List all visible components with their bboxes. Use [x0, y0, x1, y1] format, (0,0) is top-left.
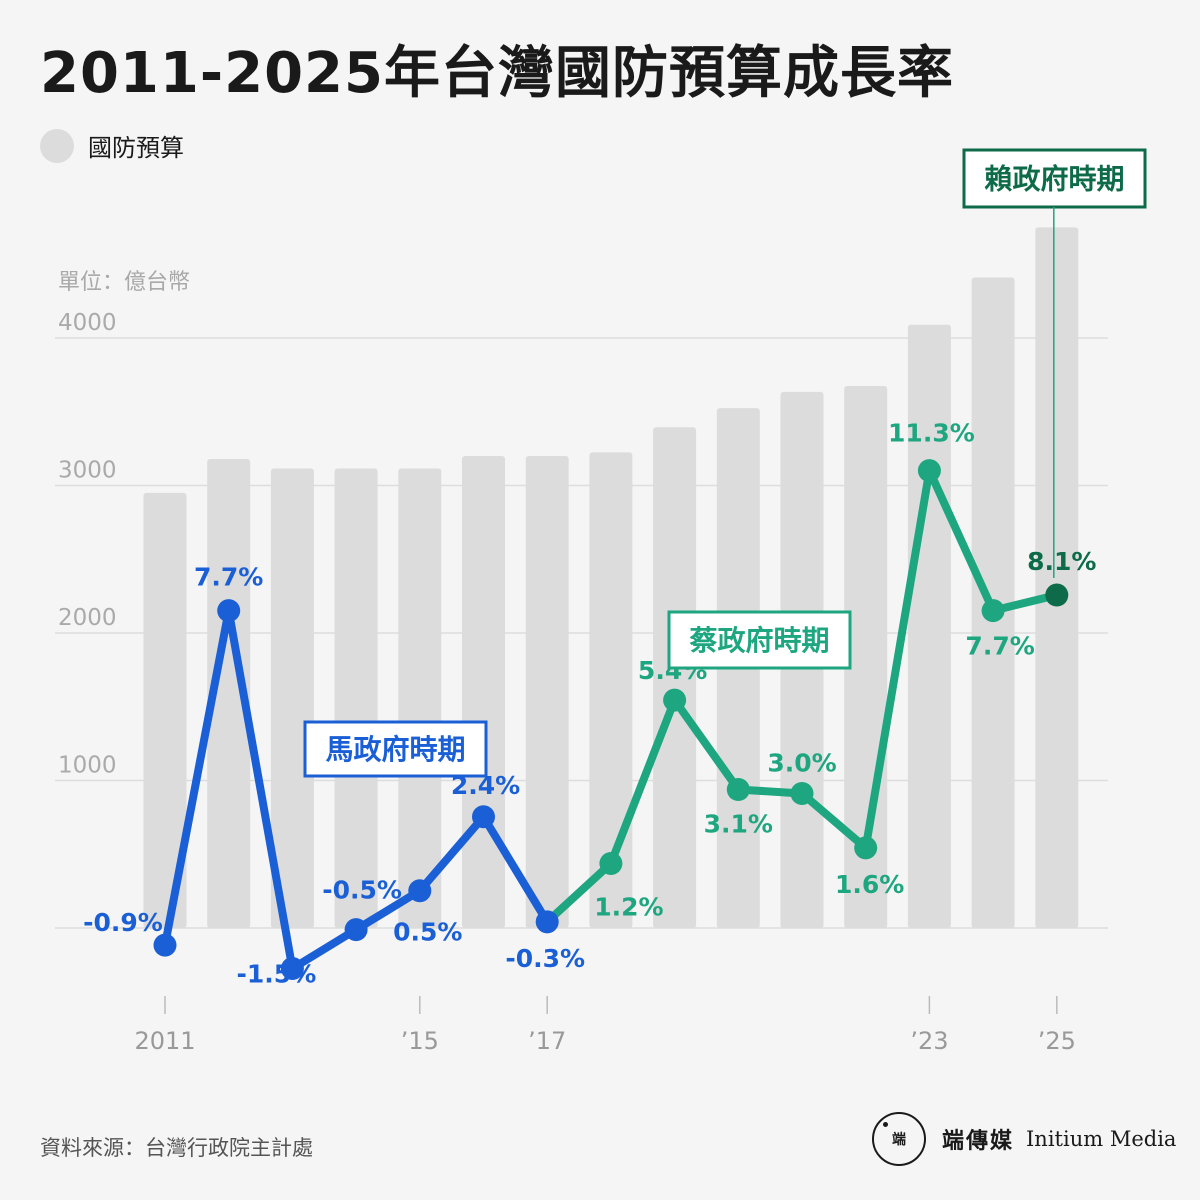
x-tick-label: ’23 [910, 1027, 948, 1055]
budget-bar [907, 324, 951, 929]
x-tick-label: ’25 [1038, 1027, 1076, 1055]
budget-bar [462, 456, 505, 928]
budget-bar [334, 468, 378, 928]
brand: 端 端傳媒 Initium Media [872, 1112, 1176, 1166]
growth-point [280, 957, 304, 980]
growth-point [726, 778, 750, 802]
y-tick-label: 3000 [58, 458, 117, 484]
budget-bar [589, 452, 633, 928]
growth-label: 7.7% [194, 563, 263, 592]
growth-label: 3.0% [767, 748, 836, 777]
growth-point [217, 599, 241, 623]
y-tick-label: 1000 [58, 753, 117, 779]
growth-label: -0.3% [505, 944, 585, 973]
x-tick-label: ’15 [401, 1027, 439, 1055]
budget-bar [270, 468, 314, 928]
growth-point [790, 781, 814, 805]
chart-title: 2011-2025年台灣國防預算成長率 [40, 41, 954, 106]
brand-name-en: Initium Media [1026, 1127, 1177, 1151]
growth-point [663, 688, 687, 712]
growth-label: 7.7% [965, 632, 1034, 661]
growth-label: -0.5% [322, 876, 402, 905]
growth-point [854, 836, 878, 860]
growth-label: 1.2% [594, 892, 663, 921]
growth-label: 0.5% [393, 918, 462, 947]
budget-bar [525, 456, 569, 928]
source-note: 資料來源：台灣行政院主計處 [40, 1136, 313, 1160]
period-box [667, 610, 852, 670]
period-label: 蔡政府時期 [689, 624, 829, 657]
period-box [303, 720, 488, 778]
legend-label: 國防預算 [88, 134, 184, 162]
growth-label: -0.9% [83, 908, 163, 937]
budget-bar [398, 468, 442, 928]
growth-point [472, 805, 495, 829]
brand-name-zh: 端傳媒 [942, 1128, 1015, 1154]
growth-point [599, 851, 623, 875]
unit-label: 單位：億台幣 [58, 270, 191, 295]
growth-point [408, 879, 432, 903]
budget-bar [207, 458, 251, 928]
growth-label: 1.6% [835, 870, 904, 899]
brand-logo-icon: 端 [872, 1112, 926, 1166]
legend: 國防預算 [40, 128, 184, 163]
period-label: 馬政府時期 [325, 733, 465, 766]
growth-point [535, 910, 559, 934]
y-tick-label: 4000 [58, 310, 117, 336]
x-tick-label: 2011 [134, 1027, 195, 1055]
growth-point [1045, 583, 1069, 607]
growth-point [344, 918, 368, 942]
growth-label: 11.3% [888, 419, 975, 448]
growth-label: 3.1% [704, 810, 773, 839]
budget-bar [1035, 227, 1079, 928]
growth-point [981, 599, 1005, 623]
budget-bar [653, 427, 697, 928]
growth-point [153, 933, 177, 957]
legend-swatch [40, 128, 74, 163]
growth-label: 8.1% [1027, 547, 1096, 576]
growth-point [917, 459, 941, 483]
budget-bar [143, 492, 187, 928]
x-tick-label: ’17 [528, 1027, 566, 1055]
period-label: 賴政府時期 [984, 163, 1124, 196]
growth-label: -1.5% [237, 960, 317, 989]
y-tick-label: 2000 [58, 605, 117, 631]
